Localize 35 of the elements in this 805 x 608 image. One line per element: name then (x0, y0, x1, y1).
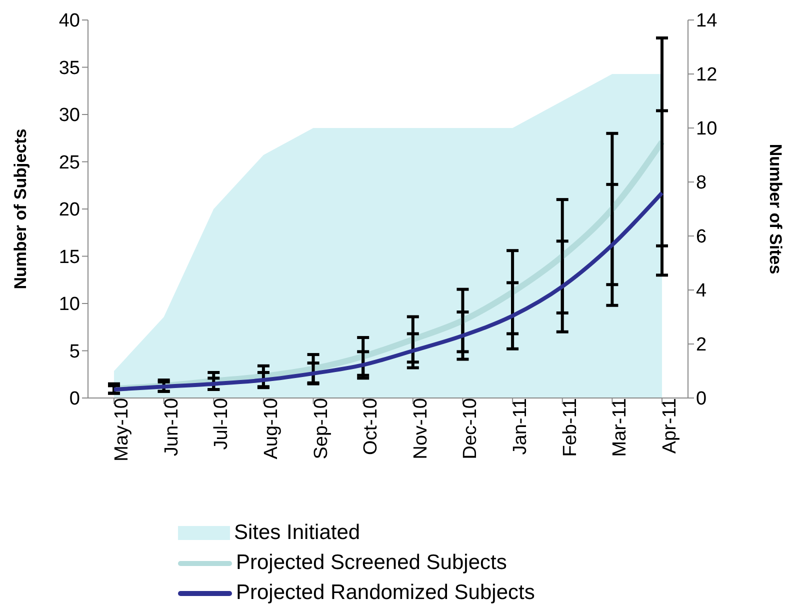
x-tick-label: May-10 (111, 398, 132, 462)
x-tick-label: Jun-10 (161, 398, 182, 456)
y-tick-label: 0 (69, 388, 80, 410)
x-tick-label: Sep-10 (310, 398, 332, 460)
x-tick-label: Dec-10 (460, 398, 482, 460)
line-series (112, 190, 664, 392)
x-tick-label: Feb-11 (560, 398, 581, 457)
x-tick-label: Apr-11 (659, 398, 680, 454)
x-tick-label: Oct-10 (360, 398, 382, 456)
x-tick-label: Jul-10 (211, 398, 232, 450)
y2-tick-label: 4 (696, 280, 707, 302)
y-tick-label: 20 (58, 200, 80, 221)
x-tick-label: Aug-10 (260, 398, 282, 460)
y2-tick-label: 12 (696, 64, 718, 86)
x-tick-label: Jan-11 (510, 398, 532, 455)
y-tick-label: 10 (58, 294, 80, 316)
legend-label: Sites Initiated (234, 521, 360, 545)
y2-tick-label: 14 (696, 10, 718, 32)
y-tick-label: 15 (58, 246, 80, 268)
y2-axis-title: Number of Sites (766, 144, 785, 274)
x-tick-label: Nov-10 (410, 398, 432, 460)
legend-label: Projected Randomized Subjects (236, 581, 535, 605)
x-tick-label: Mar-11 (610, 398, 631, 457)
y2-tick-label: 8 (696, 172, 707, 194)
y2-tick-label: 0 (696, 388, 707, 410)
legend-label: Projected Screened Subjects (236, 551, 507, 575)
y-axis-title: Number of Subjects (11, 128, 30, 290)
y-tick-label: 40 (58, 10, 80, 32)
y2-tick-label: 10 (696, 118, 718, 140)
y-tick-label: 30 (58, 105, 80, 126)
y-tick-label: 35 (58, 58, 80, 79)
y2-tick-label: 6 (696, 226, 707, 248)
y-tick-label: 25 (58, 152, 80, 174)
y-tick-label: 5 (69, 341, 80, 362)
y2-tick-label: 2 (696, 334, 707, 356)
